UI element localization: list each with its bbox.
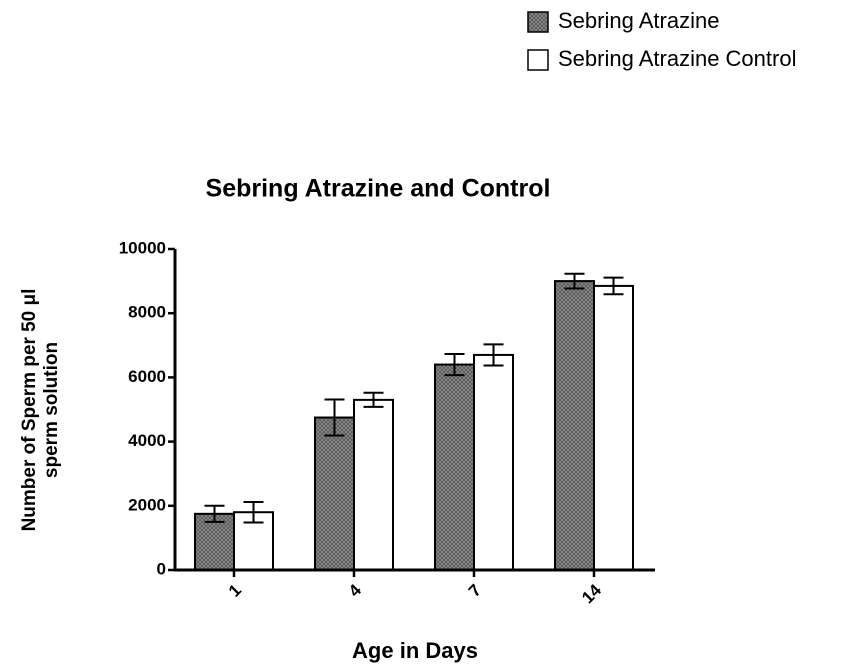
bar bbox=[473, 353, 514, 571]
y-tick-label: 2000 bbox=[128, 495, 166, 514]
legend-label: Sebring Atrazine bbox=[558, 8, 719, 33]
error-bar bbox=[564, 272, 585, 290]
error-bar bbox=[483, 343, 504, 367]
y-axis-label: Number of Sperm per 50 μl bbox=[19, 289, 40, 532]
error-bar bbox=[363, 391, 384, 408]
bar bbox=[434, 363, 475, 571]
y-axis-label: sperm solution bbox=[41, 342, 62, 478]
legend-label: Sebring Atrazine Control bbox=[558, 46, 796, 71]
error-bar bbox=[243, 500, 264, 524]
chart-title: Sebring Atrazine and Control bbox=[206, 175, 551, 203]
error-bar bbox=[603, 276, 624, 296]
bar bbox=[554, 280, 595, 571]
y-tick-label: 4000 bbox=[128, 431, 166, 450]
x-tick-label: 4 bbox=[345, 580, 366, 601]
y-tick-label: 10000 bbox=[119, 238, 166, 257]
bar bbox=[353, 398, 394, 571]
error-bar bbox=[204, 504, 225, 523]
x-tick-label: 7 bbox=[465, 581, 485, 601]
legend-swatch bbox=[527, 11, 549, 33]
y-tick-label: 8000 bbox=[128, 303, 166, 322]
bar bbox=[593, 284, 634, 571]
bar bbox=[314, 416, 355, 571]
y-tick-label: 0 bbox=[157, 559, 166, 578]
legend-swatch bbox=[527, 49, 549, 71]
x-tick-label: 14 bbox=[578, 580, 605, 607]
error-bar bbox=[444, 352, 465, 377]
y-tick-label: 6000 bbox=[128, 367, 166, 386]
x-axis-label: Age in Days bbox=[352, 638, 478, 663]
error-bar bbox=[324, 398, 345, 437]
x-tick-label: 1 bbox=[225, 581, 245, 601]
